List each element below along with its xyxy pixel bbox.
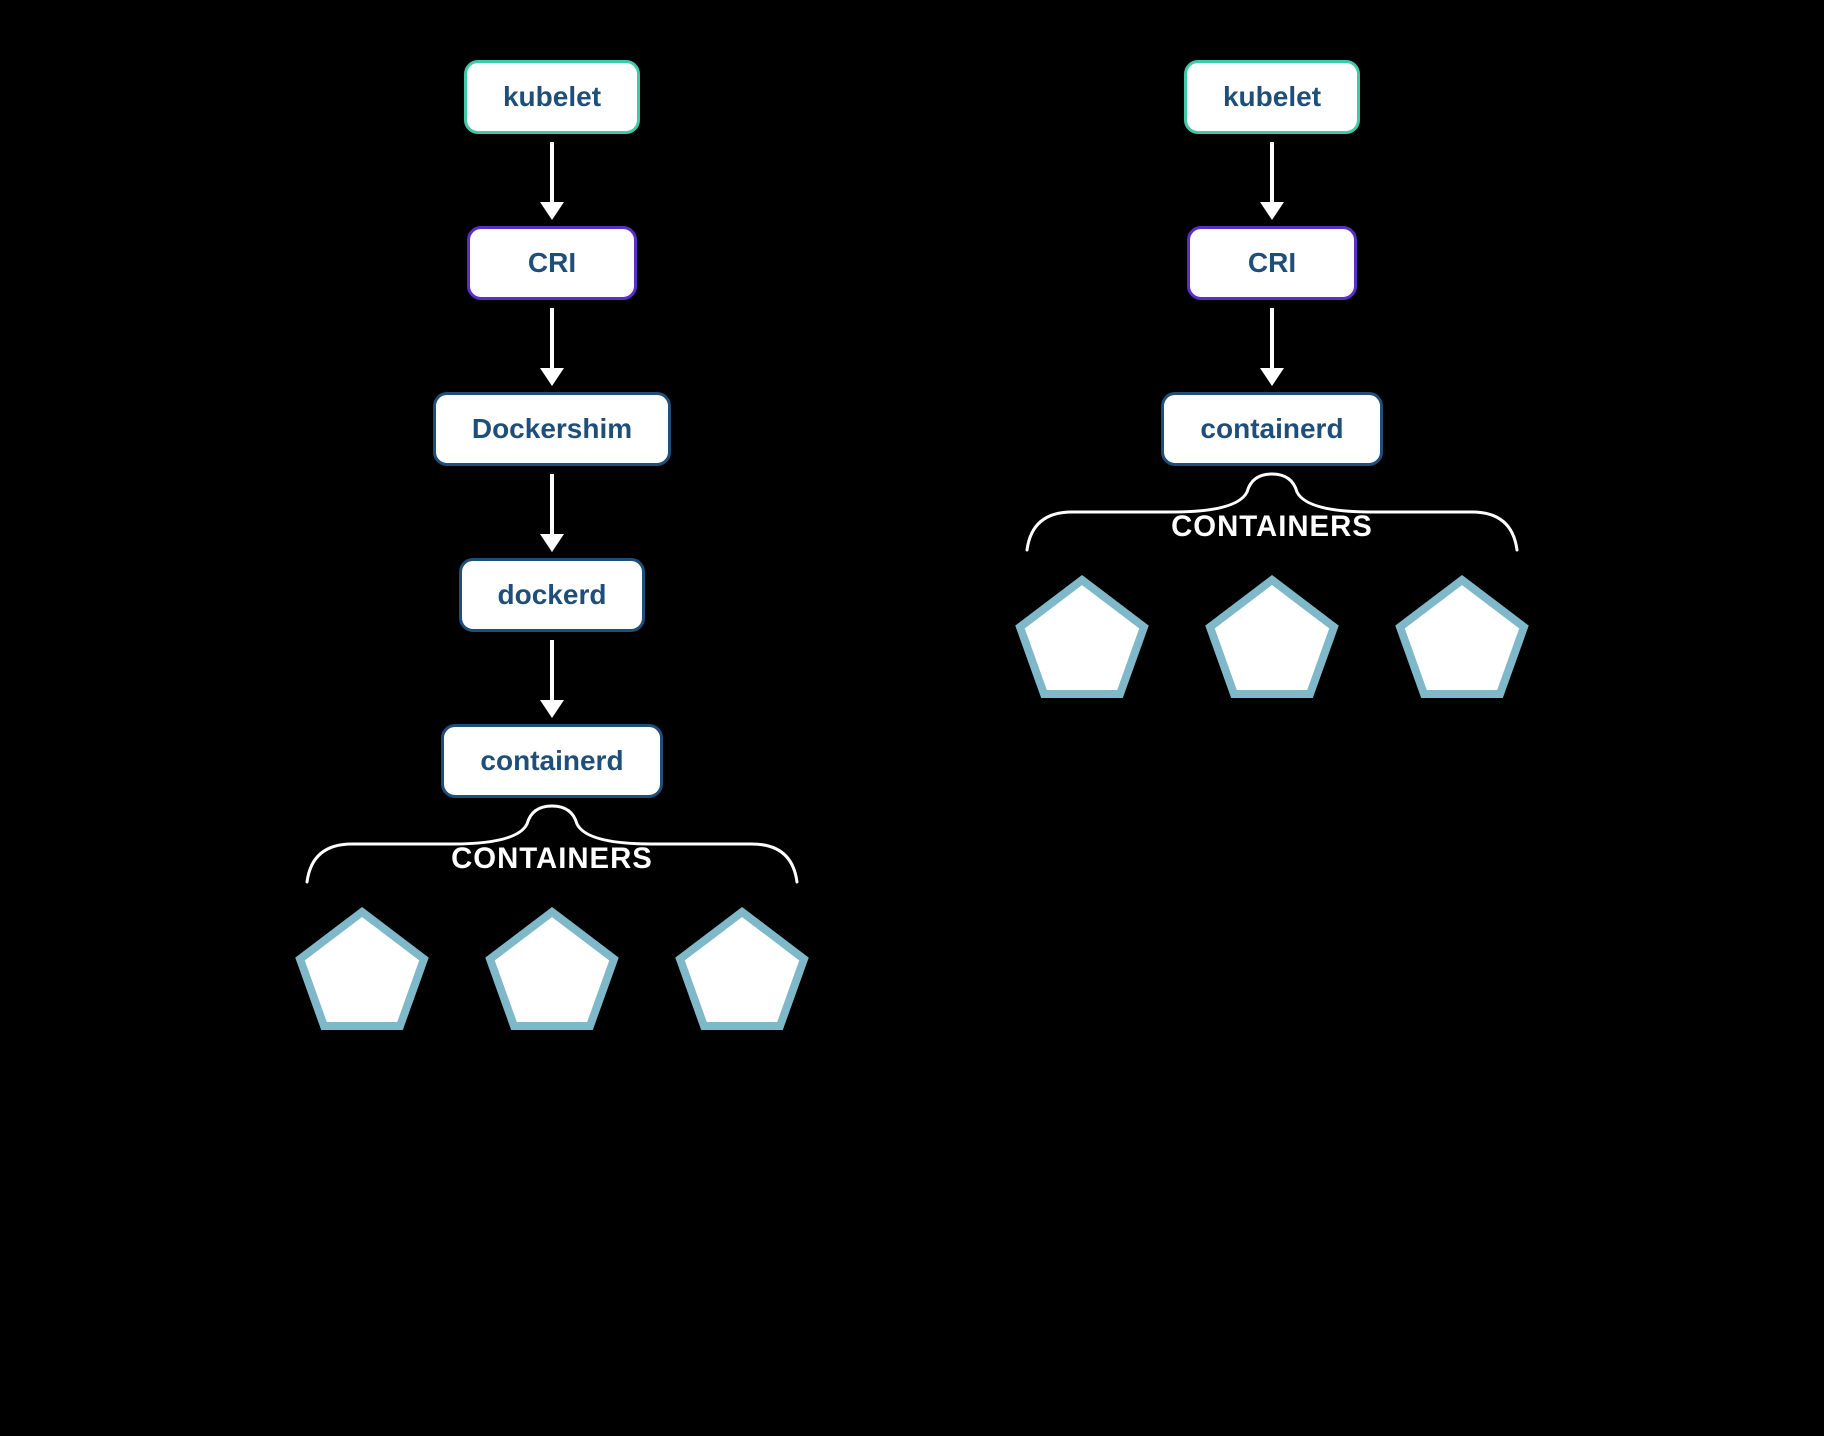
pentagon-icon [292,904,432,1034]
diagram-canvas: kubelet CRI Dockershim dockerd containerd CON… [292,60,1532,1034]
node-dockershim-l: Dockershim [433,392,671,466]
node-kubelet-l: kubelet [464,60,640,134]
container-pentagons [1012,572,1532,702]
containers-brace: CONTAINERS [292,804,812,884]
column-right: kubelet CRI containerd CONTAINERS [1012,60,1532,702]
node-cri-l: CRI [467,226,637,300]
pentagon-icon [1012,572,1152,702]
pentagon-icon [482,904,622,1034]
container-pentagons [292,904,812,1034]
arrow-down [540,142,564,220]
column-left: kubelet CRI Dockershim dockerd containerd CON… [292,60,812,1034]
node-containerd-r: containerd [1161,392,1382,466]
arrow-down [540,640,564,718]
arrow-down [1260,308,1284,386]
arrow-down [1260,142,1284,220]
arrow-down [540,308,564,386]
containers-brace: CONTAINERS [1012,472,1532,552]
containers-label: CONTAINERS [1012,510,1532,544]
node-dockerd-l: dockerd [459,558,646,632]
node-kubelet-r: kubelet [1184,60,1360,134]
pentagon-icon [1202,572,1342,702]
containers-label: CONTAINERS [292,842,812,876]
node-cri-r: CRI [1187,226,1357,300]
node-containerd-l: containerd [441,724,662,798]
pentagon-icon [672,904,812,1034]
pentagon-icon [1392,572,1532,702]
arrow-down [540,474,564,552]
